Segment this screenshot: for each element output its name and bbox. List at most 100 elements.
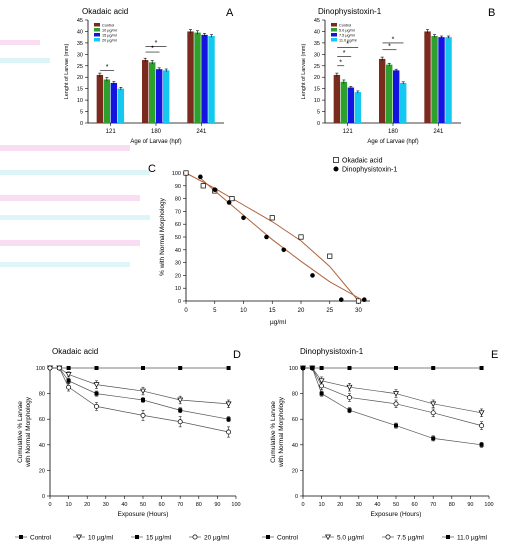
- c-fit-curve: [185, 172, 359, 302]
- d-legend-marker: [76, 534, 82, 541]
- b-bar: [438, 37, 445, 123]
- a-y-tick-label: 30: [77, 52, 83, 58]
- d-point: [56, 365, 62, 371]
- a-legend-swatch: [94, 28, 100, 32]
- c-x-tick-label: 30: [355, 308, 362, 314]
- a-legend-label: 20 µg/ml: [102, 38, 117, 42]
- e-x-tick-label: 40: [374, 502, 380, 508]
- d-point: [94, 366, 99, 370]
- d-y-tick-label: 60: [39, 417, 45, 423]
- c-y-tick-label: 70: [175, 209, 181, 215]
- a-bar: [117, 88, 125, 123]
- d-point: [177, 397, 184, 404]
- e-point: [430, 401, 437, 407]
- d-point: [177, 419, 183, 425]
- b-y-tick-label: 25: [314, 64, 320, 70]
- b-bar: [379, 58, 386, 123]
- c-y-tick-label: 50: [175, 235, 181, 241]
- d-x-axis-label: Exposure (Hours): [118, 511, 169, 518]
- c-point: [200, 183, 206, 189]
- d-point: [225, 401, 232, 407]
- b-y-axis-label: Lenght of Larvae (mm): [301, 44, 307, 100]
- d-x-tick-label: 70: [177, 502, 183, 508]
- panel-e-title: Dinophysistoxin-1: [300, 347, 364, 356]
- c-y-tick-label: 90: [175, 184, 181, 190]
- a-y-tick-label: 15: [77, 87, 83, 93]
- e-point: [479, 423, 485, 429]
- d-point: [178, 366, 183, 370]
- b-significance-star: *: [346, 41, 349, 48]
- b-legend-swatch: [331, 23, 337, 27]
- b-y-tick-label: 45: [314, 18, 320, 24]
- b-y-tick-label: 5: [317, 110, 320, 116]
- e-y-tick-label: 80: [292, 392, 298, 398]
- a-legend-swatch: [94, 23, 100, 27]
- b-legend-label: 11.0 µg/ml: [339, 38, 357, 42]
- c-x-tick-label: 5: [213, 308, 217, 314]
- b-bar: [340, 81, 348, 123]
- b-y-tick-label: 20: [314, 75, 320, 81]
- e-series-line: [303, 367, 482, 446]
- e-legend-marker: [325, 534, 331, 541]
- c-point: [264, 234, 269, 240]
- e-y-tick-label: 20: [292, 468, 298, 474]
- b-x-axis-label: Age of Larvae (hpf): [367, 139, 418, 145]
- panel-c-letter: C: [148, 163, 156, 175]
- d-point: [65, 372, 72, 378]
- b-bar: [393, 70, 400, 123]
- c-y-tick-label: 40: [175, 248, 181, 254]
- c-legend-marker: [333, 166, 339, 172]
- c-y-tick-label: 100: [172, 171, 181, 177]
- c-x-tick-label: 15: [269, 308, 276, 314]
- panel-e-line-chart: Dinophysistoxin-1 E 0 20 40 60 80 100 0 10 20 30 4…: [262, 347, 498, 542]
- panel-d-letter: D: [233, 349, 241, 361]
- d-point: [66, 378, 71, 383]
- panel-a-letter: A: [226, 7, 234, 19]
- d-point: [93, 382, 100, 388]
- b-significance-star: *: [343, 50, 346, 57]
- b-legend-swatch: [331, 28, 337, 32]
- d-legend-marker: [192, 534, 198, 540]
- b-y-tick-label: 15: [314, 87, 320, 93]
- c-point: [198, 174, 203, 180]
- e-point: [479, 366, 484, 370]
- a-y-tick-label: 35: [77, 41, 83, 47]
- artifact-stripes: [0, 40, 150, 267]
- c-fit-curve: [200, 177, 365, 302]
- c-point: [269, 215, 275, 221]
- d-point: [141, 398, 145, 402]
- e-x-tick-label: 50: [393, 502, 399, 508]
- e-legend-marker: [446, 535, 450, 539]
- e-legend-label: Control: [277, 535, 299, 542]
- d-legend-label: 20 µg/ml: [204, 535, 230, 542]
- b-legend-swatch: [331, 33, 337, 37]
- c-legend-label: Okadaic acid: [342, 157, 383, 164]
- a-y-tick-label: 10: [77, 98, 83, 104]
- panel-b-letter: B: [488, 7, 495, 19]
- a-x-tick-label: 241: [196, 129, 207, 135]
- panel-d-title: Okadaic acid: [52, 347, 98, 356]
- a-bar: [103, 79, 111, 123]
- b-y-tick-label: 30: [314, 52, 320, 58]
- d-legend-marker: [19, 535, 23, 539]
- a-bar: [187, 31, 194, 124]
- b-y-tick-label: 0: [317, 121, 320, 127]
- e-x-tick-label: 80: [449, 502, 455, 508]
- a-significance-star: *: [151, 46, 154, 53]
- b-bar: [333, 74, 341, 123]
- c-point: [327, 253, 333, 259]
- d-point: [140, 412, 146, 418]
- a-bar: [163, 70, 170, 123]
- a-y-tick-label: 0: [80, 121, 83, 127]
- b-y-tick-label: 10: [314, 98, 320, 104]
- d-legend-label: Control: [30, 535, 52, 542]
- panel-d-line-chart: Okadaic acid D 0 20 40 60 80 100 0 10 20 30 40 50 60…: [15, 347, 241, 542]
- d-y-tick-label: 40: [39, 443, 45, 449]
- e-y-tick-label: 0: [295, 494, 298, 500]
- panel-a-title: Okadaic acid: [82, 7, 128, 16]
- d-point: [178, 408, 183, 413]
- d-series-line: [50, 367, 229, 405]
- e-point: [393, 391, 399, 397]
- e-point: [393, 401, 399, 407]
- c-point: [355, 298, 362, 304]
